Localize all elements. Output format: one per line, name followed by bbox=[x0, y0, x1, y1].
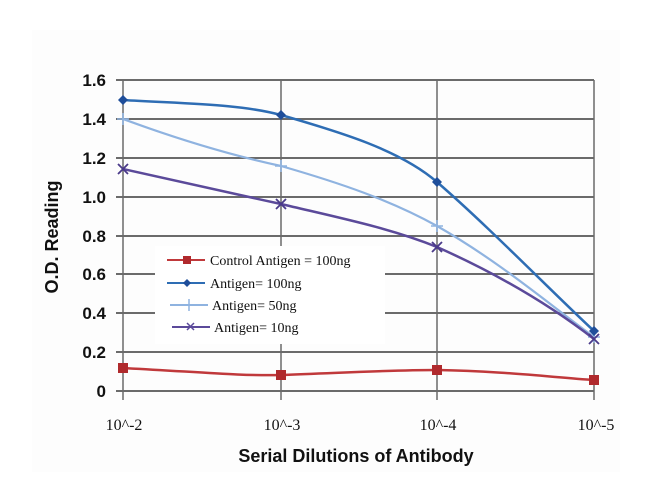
y-tick-label: 0.6 bbox=[82, 265, 106, 284]
legend-item-50ng: Antigen= 50ng bbox=[170, 299, 297, 314]
legend-item-control: Control Antigen = 100ng bbox=[167, 254, 351, 269]
y-tick-label: 0.8 bbox=[82, 227, 106, 246]
y-tick-label: 0.2 bbox=[82, 343, 106, 362]
x-axis-title: Serial Dilutions of Antibody bbox=[238, 446, 473, 466]
y-tick-label: 1.6 bbox=[82, 71, 106, 90]
legend: Control Antigen = 100ng Antigen= 100ng A… bbox=[167, 254, 351, 336]
y-tick-label: 1.2 bbox=[82, 149, 106, 168]
y-tick-label: 0.4 bbox=[82, 304, 106, 323]
vertical-gridlines bbox=[122, 80, 595, 400]
legend-label: Antigen= 50ng bbox=[212, 299, 297, 314]
y-axis-ticks: 0 0.2 0.4 0.6 0.8 1.0 1.2 1.4 1.6 bbox=[82, 71, 106, 401]
y-tick-label: 1.0 bbox=[82, 188, 106, 207]
series-control-100ng bbox=[118, 363, 599, 385]
legend-item-10ng: Antigen= 10ng bbox=[172, 321, 299, 336]
x-tick-label: 10^-4 bbox=[420, 417, 457, 434]
x-tick-label: 10^-5 bbox=[578, 417, 615, 434]
legend-label: Antigen= 100ng bbox=[210, 277, 302, 292]
y-tick-label: 0 bbox=[97, 382, 106, 401]
horizontal-gridlines bbox=[116, 79, 594, 392]
y-axis-title: O.D. Reading bbox=[42, 180, 62, 293]
legend-label: Antigen= 10ng bbox=[214, 321, 299, 336]
series-antigen-100ng bbox=[118, 95, 599, 336]
x-tick-label: 10^-3 bbox=[264, 417, 301, 434]
y-tick-label: 1.4 bbox=[82, 110, 106, 129]
series-antigen-10ng bbox=[117, 163, 600, 345]
legend-label: Control Antigen = 100ng bbox=[210, 254, 351, 269]
x-tick-label: 10^-2 bbox=[106, 417, 143, 434]
x-axis-ticks: 10^-2 10^-3 10^-4 10^-5 bbox=[106, 417, 615, 434]
legend-item-100ng: Antigen= 100ng bbox=[167, 277, 302, 292]
